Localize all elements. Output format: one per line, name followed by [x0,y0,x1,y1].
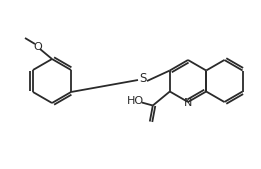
Text: HO: HO [127,95,144,105]
Text: N: N [184,98,192,108]
Text: S: S [139,73,147,86]
Text: O: O [34,42,42,52]
